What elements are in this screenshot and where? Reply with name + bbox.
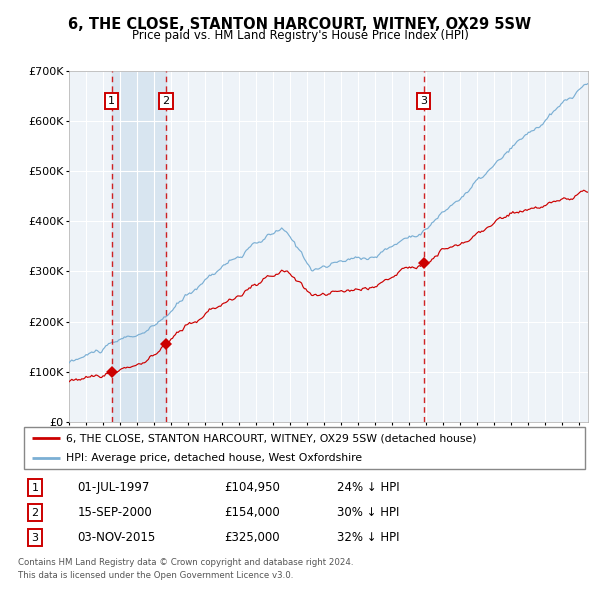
Text: 1: 1 (31, 483, 38, 493)
Text: 03-NOV-2015: 03-NOV-2015 (77, 531, 155, 544)
Text: £104,950: £104,950 (224, 481, 280, 494)
Text: 24% ↓ HPI: 24% ↓ HPI (337, 481, 399, 494)
Text: 32% ↓ HPI: 32% ↓ HPI (337, 531, 399, 544)
Text: 3: 3 (31, 533, 38, 543)
FancyBboxPatch shape (24, 427, 585, 469)
Text: 15-SEP-2000: 15-SEP-2000 (77, 506, 152, 519)
Text: £154,000: £154,000 (224, 506, 280, 519)
Text: £325,000: £325,000 (224, 531, 280, 544)
Text: 2: 2 (31, 508, 38, 517)
Text: 1: 1 (108, 96, 115, 106)
Text: 01-JUL-1997: 01-JUL-1997 (77, 481, 149, 494)
Text: 6, THE CLOSE, STANTON HARCOURT, WITNEY, OX29 5SW: 6, THE CLOSE, STANTON HARCOURT, WITNEY, … (68, 17, 532, 31)
Text: 3: 3 (420, 96, 427, 106)
Text: Price paid vs. HM Land Registry's House Price Index (HPI): Price paid vs. HM Land Registry's House … (131, 30, 469, 42)
Bar (112, 71, 166, 422)
Text: This data is licensed under the Open Government Licence v3.0.: This data is licensed under the Open Gov… (18, 571, 293, 579)
Text: HPI: Average price, detached house, West Oxfordshire: HPI: Average price, detached house, West… (66, 454, 362, 463)
Text: 30% ↓ HPI: 30% ↓ HPI (337, 506, 399, 519)
Text: 2: 2 (163, 96, 170, 106)
Text: 6, THE CLOSE, STANTON HARCOURT, WITNEY, OX29 5SW (detached house): 6, THE CLOSE, STANTON HARCOURT, WITNEY, … (66, 433, 476, 443)
Text: Contains HM Land Registry data © Crown copyright and database right 2024.: Contains HM Land Registry data © Crown c… (18, 558, 353, 566)
